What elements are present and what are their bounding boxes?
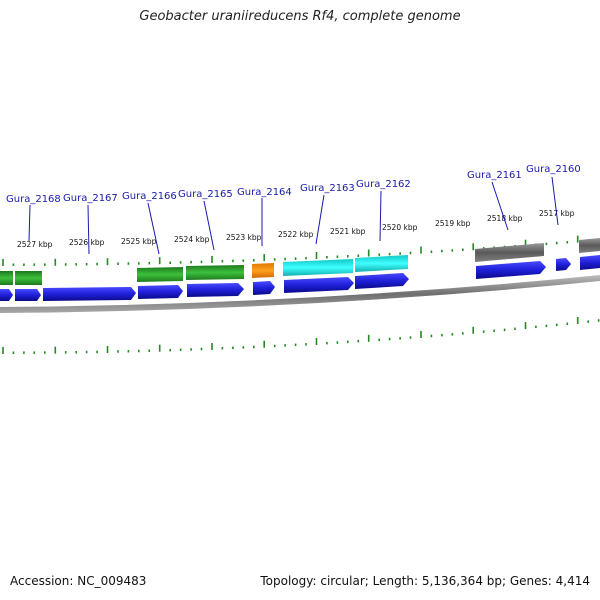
cds-arrow-11 — [580, 255, 600, 270]
leader-gura-2160 — [551, 176, 559, 226]
inner-tick-ruler — [2, 317, 600, 354]
gene-label-gura-2166: Gura_2166 — [122, 191, 177, 202]
feature-cyan-1 — [283, 259, 353, 276]
map-title: Geobacter uraniireducens Rf4, complete g… — [139, 9, 461, 24]
gene-label-gura-2168: Gura_2168 — [6, 194, 61, 205]
feature-green-2 — [15, 271, 42, 285]
tick-label-2526: 2526 kbp — [69, 238, 105, 247]
gene-label-gura-2160: Gura_2160 — [526, 164, 581, 175]
genome-backbone — [0, 275, 600, 313]
cds-arrow-2 — [15, 289, 41, 301]
tick-label-2520: 2520 kbp — [382, 223, 418, 232]
feature-gray-2 — [579, 238, 600, 253]
kbp-tick-labels: 2527 kbp 2526 kbp 2525 kbp 2524 kbp 2523… — [17, 209, 575, 249]
cds-arrow-1 — [0, 289, 13, 301]
feature-gray-1 — [475, 243, 544, 262]
leader-gura-2167 — [87, 204, 90, 255]
tick-label-2522: 2522 kbp — [278, 230, 314, 239]
cds-arrow-6 — [253, 281, 275, 295]
feature-orange-1 — [252, 263, 274, 278]
cds-arrow-5 — [187, 283, 244, 297]
gene-leader-lines — [28, 176, 559, 255]
feature-green-1 — [0, 271, 13, 285]
cds-arrow-9 — [476, 261, 546, 279]
feature-track-upper — [0, 238, 600, 285]
cds-arrow-10 — [556, 258, 571, 271]
gene-label-gura-2167: Gura_2167 — [63, 193, 118, 204]
cds-arrow-4 — [138, 285, 183, 299]
tick-label-2525: 2525 kbp — [121, 237, 157, 246]
gene-label-gura-2163: Gura_2163 — [300, 183, 355, 194]
feature-cyan-2 — [355, 255, 408, 272]
cds-track — [0, 255, 600, 301]
feature-green-4 — [186, 265, 244, 280]
tick-label-2524: 2524 kbp — [174, 235, 210, 244]
tick-label-2518: 2518 kbp — [487, 214, 523, 223]
gene-labels: Gura_2168 Gura_2167 Gura_2166 Gura_2165 … — [6, 164, 581, 205]
outer-tick-ruler — [2, 235, 600, 266]
gene-label-gura-2164: Gura_2164 — [237, 187, 292, 198]
topology-summary: Topology: circular; Length: 5,136,364 bp… — [260, 574, 590, 588]
accession-label: Accession: NC_009483 — [10, 574, 147, 588]
tick-label-2527: 2527 kbp — [17, 240, 53, 249]
tick-label-2523: 2523 kbp — [226, 233, 262, 242]
leader-gura-2166 — [147, 202, 160, 255]
leader-gura-2163 — [315, 194, 325, 245]
gene-label-gura-2165: Gura_2165 — [178, 189, 233, 200]
leader-gura-2168 — [28, 204, 31, 242]
tick-label-2521: 2521 kbp — [330, 227, 366, 236]
gene-label-gura-2162: Gura_2162 — [356, 179, 411, 190]
gene-label-gura-2161: Gura_2161 — [467, 170, 522, 181]
cds-arrow-3 — [43, 287, 136, 301]
leader-gura-2165 — [203, 200, 215, 251]
feature-green-3 — [137, 267, 183, 282]
leader-gura-2162 — [379, 190, 382, 242]
cds-arrow-7 — [284, 277, 354, 293]
cds-arrow-8 — [355, 273, 409, 289]
leader-gura-2161 — [491, 181, 509, 231]
tick-label-2519: 2519 kbp — [435, 219, 471, 228]
